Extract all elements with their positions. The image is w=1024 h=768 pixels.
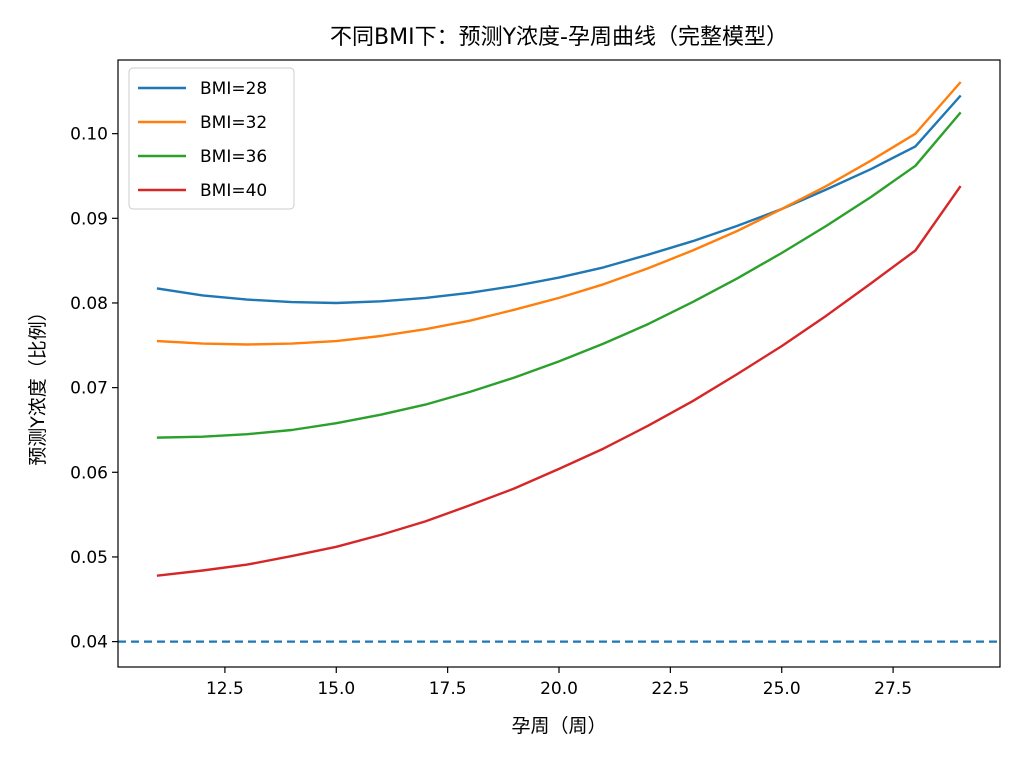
- y-tick-label: 0.09: [70, 209, 108, 229]
- legend-label: BMI=36: [200, 147, 267, 167]
- legend-label: BMI=40: [200, 181, 267, 201]
- series-line-BMI=36: [156, 111, 962, 439]
- series-line-BMI=40: [156, 185, 962, 577]
- y-tick-label: 0.04: [70, 633, 108, 653]
- y-tick-label: 0.06: [70, 463, 108, 483]
- plot-area: 12.5 15.0 17.5 20.0 22.5 25.0 27.5 0.04 0.05 0.06…: [70, 59, 1001, 699]
- x-tick-label: 25.0: [763, 679, 801, 699]
- x-axis-label: 孕周（周）: [511, 715, 606, 737]
- series-line-BMI=28: [156, 94, 962, 305]
- legend: BMI=28 BMI=32 BMI=36 BMI=40: [128, 67, 295, 210]
- y-axis-label: 预测Y浓度（比例）: [27, 302, 49, 466]
- legend-label: BMI=28: [200, 79, 267, 99]
- legend-label: BMI=32: [200, 113, 267, 133]
- y-tick-label: 0.08: [70, 294, 108, 314]
- x-tick-label: 17.5: [429, 679, 467, 699]
- x-tick-label: 15.0: [317, 679, 355, 699]
- x-tick-label: 20.0: [540, 679, 578, 699]
- x-tick-label: 22.5: [651, 679, 689, 699]
- y-tick-label: 0.05: [70, 548, 108, 568]
- x-tick-label: 27.5: [874, 679, 912, 699]
- x-tick-label: 12.5: [206, 679, 244, 699]
- legend-box: [128, 67, 295, 210]
- y-tick-label: 0.10: [70, 125, 108, 145]
- chart-title: 不同BMI下：预测Y浓度-孕周曲线（完整模型）: [330, 25, 788, 50]
- y-tick-label: 0.07: [70, 379, 108, 399]
- series-line-BMI=32: [156, 81, 962, 346]
